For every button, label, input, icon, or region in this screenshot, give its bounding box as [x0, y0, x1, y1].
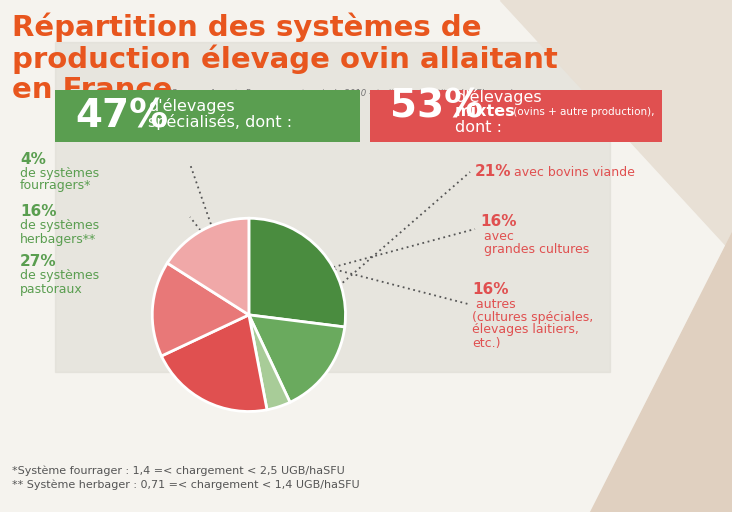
Polygon shape: [55, 42, 610, 372]
Text: 47%: 47%: [75, 97, 168, 135]
Text: 16%: 16%: [480, 215, 517, 229]
Text: autres: autres: [472, 297, 515, 310]
Text: ** Système herbager : 0,71 =< chargement < 1,4 UGB/haSFU: ** Système herbager : 0,71 =< chargement…: [12, 480, 359, 490]
Wedge shape: [168, 218, 249, 315]
Text: grandes cultures: grandes cultures: [480, 244, 589, 257]
Text: de systèmes: de systèmes: [20, 166, 99, 180]
Text: (cultures spéciales,: (cultures spéciales,: [472, 310, 593, 324]
Text: élevages laitiers,: élevages laitiers,: [472, 324, 579, 336]
Text: pastoraux: pastoraux: [20, 283, 83, 295]
Wedge shape: [152, 263, 249, 356]
Text: *Système fourrager : 1,4 =< chargement < 2,5 UGB/haSFU: *Système fourrager : 1,4 =< chargement <…: [12, 465, 345, 476]
Text: d'élevages: d'élevages: [148, 98, 235, 114]
Text: avec: avec: [480, 230, 514, 244]
Text: etc.): etc.): [472, 336, 501, 350]
Text: 53%: 53%: [390, 87, 483, 125]
Text: dont :: dont :: [455, 120, 502, 136]
Text: production élevage ovin allaitant: production élevage ovin allaitant: [12, 44, 558, 74]
Text: de systèmes: de systèmes: [20, 269, 99, 283]
Wedge shape: [249, 218, 346, 327]
Wedge shape: [162, 315, 267, 412]
FancyBboxPatch shape: [370, 90, 662, 142]
Wedge shape: [249, 315, 345, 402]
Text: (Source : Agreste Recensement agricole 2010 – traitement Institut de l'Elevage): (Source : Agreste Recensement agricole 2…: [168, 89, 514, 98]
Text: 4%: 4%: [20, 152, 46, 166]
FancyBboxPatch shape: [55, 90, 360, 142]
Polygon shape: [500, 0, 732, 252]
Text: d'élevages: d'élevages: [455, 89, 542, 105]
Text: avec bovins viande: avec bovins viande: [510, 165, 635, 179]
Text: fourragers*: fourragers*: [20, 180, 92, 193]
Text: Répartition des systèmes de: Répartition des systèmes de: [12, 12, 482, 41]
Text: 27%: 27%: [20, 254, 56, 269]
Text: spécialisés, dont :: spécialisés, dont :: [148, 114, 292, 130]
Text: 16%: 16%: [20, 204, 56, 220]
Text: de systèmes: de systèmes: [20, 220, 99, 232]
Text: 21%: 21%: [475, 164, 512, 180]
Text: (ovins + autre production),: (ovins + autre production),: [510, 107, 654, 117]
Text: herbagers**: herbagers**: [20, 232, 96, 245]
Text: 16%: 16%: [472, 283, 509, 297]
Text: en France: en France: [12, 76, 172, 104]
Text: mixtes: mixtes: [455, 104, 515, 119]
Wedge shape: [249, 315, 290, 410]
Polygon shape: [590, 232, 732, 512]
